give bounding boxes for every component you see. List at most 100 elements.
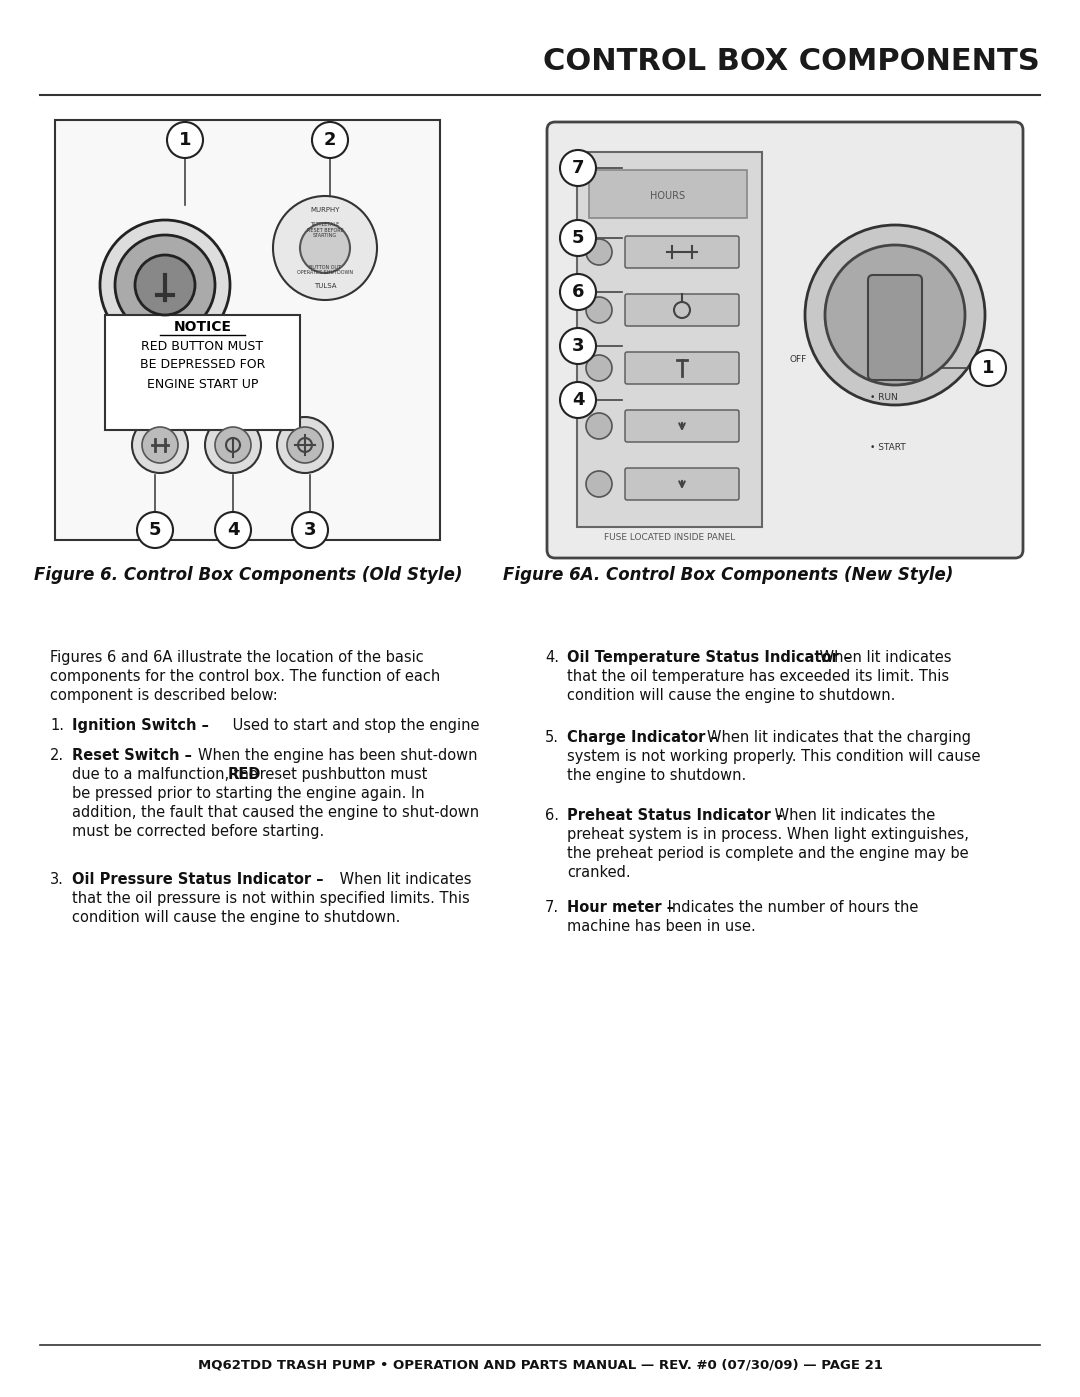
- Circle shape: [132, 416, 188, 474]
- Circle shape: [561, 274, 596, 310]
- Circle shape: [205, 416, 261, 474]
- FancyBboxPatch shape: [55, 120, 440, 541]
- Text: 2: 2: [324, 131, 336, 149]
- Circle shape: [586, 471, 612, 497]
- Text: Hour meter –: Hour meter –: [567, 900, 674, 915]
- Text: Figure 6. Control Box Components (Old Style): Figure 6. Control Box Components (Old St…: [33, 566, 462, 584]
- Text: Oil Temperature Status Indicator –: Oil Temperature Status Indicator –: [567, 650, 851, 665]
- Text: NOTICE: NOTICE: [174, 320, 231, 334]
- Circle shape: [561, 328, 596, 365]
- Circle shape: [586, 414, 612, 439]
- Text: When lit indicates: When lit indicates: [815, 650, 951, 665]
- Circle shape: [970, 351, 1005, 386]
- Text: Used to start and stop the engine: Used to start and stop the engine: [228, 718, 480, 733]
- Circle shape: [273, 196, 377, 300]
- Circle shape: [287, 427, 323, 462]
- Text: condition will cause the engine to shutdown.: condition will cause the engine to shutd…: [567, 687, 895, 703]
- Text: that the oil pressure is not within specified limits. This: that the oil pressure is not within spec…: [72, 891, 470, 907]
- Text: 7.: 7.: [545, 900, 559, 915]
- Circle shape: [300, 224, 350, 272]
- Text: 4: 4: [227, 521, 240, 539]
- Circle shape: [586, 298, 612, 323]
- Text: machine has been in use.: machine has been in use.: [567, 919, 756, 935]
- Circle shape: [276, 416, 333, 474]
- Text: 3.: 3.: [50, 872, 64, 887]
- Circle shape: [292, 511, 328, 548]
- Text: • START: • START: [870, 443, 906, 453]
- Text: When lit indicates: When lit indicates: [335, 872, 472, 887]
- Text: the preheat period is complete and the engine may be: the preheat period is complete and the e…: [567, 847, 969, 861]
- Circle shape: [215, 427, 251, 462]
- FancyBboxPatch shape: [625, 409, 739, 441]
- Text: 5: 5: [149, 521, 161, 539]
- Text: Figures 6 and 6A illustrate the location of the basic: Figures 6 and 6A illustrate the location…: [50, 650, 423, 665]
- Circle shape: [135, 256, 195, 314]
- Circle shape: [141, 427, 178, 462]
- Text: When lit indicates that the charging: When lit indicates that the charging: [707, 731, 971, 745]
- Text: • RUN: • RUN: [870, 394, 897, 402]
- Circle shape: [100, 219, 230, 351]
- Circle shape: [805, 225, 985, 405]
- Text: CONTROL BOX COMPONENTS: CONTROL BOX COMPONENTS: [543, 47, 1040, 77]
- Text: cranked.: cranked.: [567, 865, 631, 880]
- Text: MQ62TDD TRASH PUMP • OPERATION AND PARTS MANUAL — REV. #0 (07/30/09) — PAGE 21: MQ62TDD TRASH PUMP • OPERATION AND PARTS…: [198, 1358, 882, 1372]
- Text: MURPHY: MURPHY: [310, 207, 340, 212]
- Text: system is not working properly. This condition will cause: system is not working properly. This con…: [567, 749, 981, 764]
- Text: FUSE LOCATED INSIDE PANEL: FUSE LOCATED INSIDE PANEL: [604, 534, 735, 542]
- Text: 1.: 1.: [50, 718, 64, 733]
- FancyBboxPatch shape: [625, 236, 739, 268]
- FancyBboxPatch shape: [625, 293, 739, 326]
- Text: BUTTON OUT
OPERATES SHUTDOWN: BUTTON OUT OPERATES SHUTDOWN: [297, 264, 353, 275]
- Text: component is described below:: component is described below:: [50, 687, 278, 703]
- Text: When the engine has been shut-down: When the engine has been shut-down: [198, 747, 477, 763]
- Text: Indicates the number of hours the: Indicates the number of hours the: [663, 900, 918, 915]
- Text: Preheat Status Indicator –: Preheat Status Indicator –: [567, 807, 783, 823]
- Text: 4.: 4.: [545, 650, 559, 665]
- Circle shape: [561, 219, 596, 256]
- Text: due to a malfunction, the: due to a malfunction, the: [72, 767, 262, 782]
- Text: 4: 4: [571, 391, 584, 409]
- Text: 2.: 2.: [50, 747, 64, 763]
- Text: preheat system is in process. When light extinguishes,: preheat system is in process. When light…: [567, 827, 969, 842]
- Text: RED: RED: [228, 767, 261, 782]
- Text: Reset Switch –: Reset Switch –: [72, 747, 192, 763]
- Text: TULSA: TULSA: [314, 284, 336, 289]
- Circle shape: [586, 355, 612, 381]
- Text: RED BUTTON MUST
BE DEPRESSED FOR
ENGINE START UP: RED BUTTON MUST BE DEPRESSED FOR ENGINE …: [139, 339, 266, 391]
- Text: TATTLETALE
RESET BEFORE
STARTING: TATTLETALE RESET BEFORE STARTING: [307, 222, 343, 239]
- Circle shape: [215, 511, 251, 548]
- Text: Charge Indicator –: Charge Indicator –: [567, 731, 718, 745]
- Text: When lit indicates the: When lit indicates the: [770, 807, 935, 823]
- Text: 5.: 5.: [545, 731, 559, 745]
- Circle shape: [586, 239, 612, 265]
- Text: 1: 1: [179, 131, 191, 149]
- Circle shape: [561, 381, 596, 418]
- Text: OFF: OFF: [789, 355, 807, 365]
- Text: must be corrected before starting.: must be corrected before starting.: [72, 824, 324, 840]
- Text: 1: 1: [982, 359, 995, 377]
- Text: Oil Pressure Status Indicator –: Oil Pressure Status Indicator –: [72, 872, 324, 887]
- Text: that the oil temperature has exceeded its limit. This: that the oil temperature has exceeded it…: [567, 669, 949, 685]
- FancyBboxPatch shape: [589, 170, 747, 218]
- FancyBboxPatch shape: [577, 152, 762, 527]
- Text: 3: 3: [303, 521, 316, 539]
- Text: reset pushbutton must: reset pushbutton must: [255, 767, 428, 782]
- Circle shape: [137, 511, 173, 548]
- FancyBboxPatch shape: [105, 314, 300, 430]
- Circle shape: [167, 122, 203, 158]
- Circle shape: [825, 244, 966, 386]
- Text: be pressed prior to starting the engine again. In: be pressed prior to starting the engine …: [72, 787, 424, 800]
- Text: 5: 5: [571, 229, 584, 247]
- Text: 7: 7: [571, 159, 584, 177]
- FancyBboxPatch shape: [625, 352, 739, 384]
- Text: 3: 3: [571, 337, 584, 355]
- Text: Ignition Switch –: Ignition Switch –: [72, 718, 208, 733]
- Circle shape: [114, 235, 215, 335]
- Text: addition, the fault that caused the engine to shut-down: addition, the fault that caused the engi…: [72, 805, 480, 820]
- Text: condition will cause the engine to shutdown.: condition will cause the engine to shutd…: [72, 909, 401, 925]
- Text: 6.: 6.: [545, 807, 559, 823]
- FancyBboxPatch shape: [625, 468, 739, 500]
- Text: Figure 6A. Control Box Components (New Style): Figure 6A. Control Box Components (New S…: [503, 566, 954, 584]
- Circle shape: [312, 122, 348, 158]
- FancyBboxPatch shape: [546, 122, 1023, 557]
